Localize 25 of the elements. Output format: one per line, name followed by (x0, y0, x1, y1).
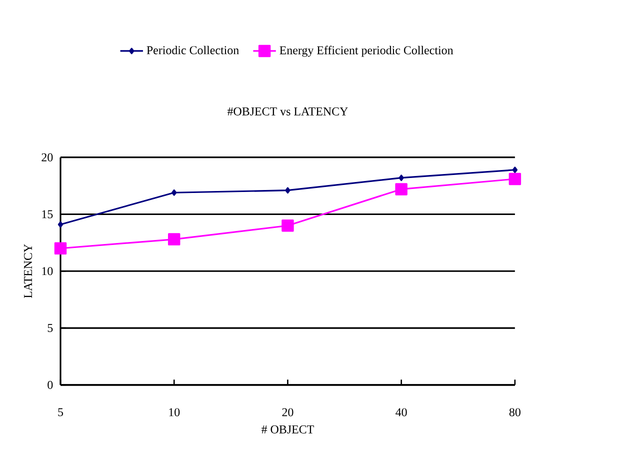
x-tick-label: 40 (396, 408, 407, 416)
point (512, 166, 518, 174)
x-tick-label: 80 (509, 408, 520, 416)
point (398, 174, 404, 182)
point (285, 187, 290, 194)
legend-label: Energy Efficient periodic Collection (280, 46, 454, 57)
x-tick-label: 5 (58, 408, 64, 416)
x-tick-label: 10 (169, 408, 180, 416)
legend-label: Periodic Collection (146, 46, 239, 54)
x-axis-title: # OBJECT (262, 426, 314, 434)
point (282, 220, 294, 232)
chart-title: #OBJECT vs LATENCY (227, 108, 348, 116)
point (508, 172, 522, 186)
y-tick-label: 20 (42, 153, 53, 162)
point (54, 242, 67, 255)
point (172, 190, 177, 196)
y-tick-label: 0 (48, 380, 53, 390)
point (395, 183, 408, 196)
point (58, 221, 64, 228)
y-axis-title: LATENCY (24, 244, 32, 298)
x-tick-label: 20 (282, 408, 294, 416)
y-tick-label: 5 (48, 324, 53, 332)
y-tick-label: 10 (42, 267, 53, 276)
y-tick-label: 15 (42, 210, 53, 218)
point (168, 233, 180, 246)
